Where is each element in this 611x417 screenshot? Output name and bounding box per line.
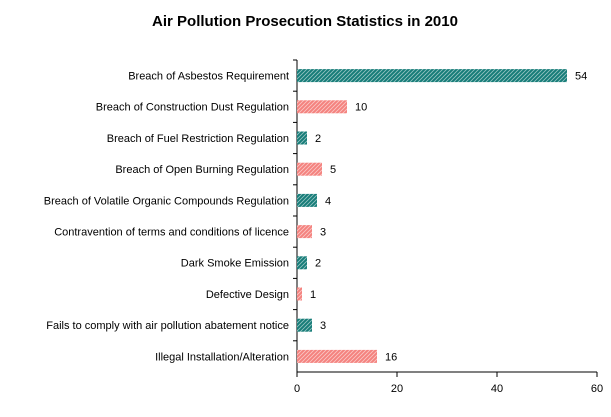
value-label: 4 — [325, 195, 331, 207]
value-label: 54 — [575, 71, 587, 83]
y-tick-label: Breach of Fuel Restriction Regulation — [107, 133, 289, 145]
value-label: 1 — [310, 289, 316, 301]
value-label: 5 — [330, 164, 336, 176]
x-tick-label: 40 — [491, 383, 503, 395]
value-label: 10 — [355, 102, 367, 114]
bar — [297, 349, 377, 363]
y-tick-label: Illegal Installation/Alteration — [155, 351, 289, 363]
value-label: 2 — [315, 133, 321, 145]
x-tick-label: 0 — [294, 383, 300, 395]
y-tick-label: Breach of Open Burning Regulation — [115, 164, 289, 176]
y-tick-label: Defective Design — [206, 289, 289, 301]
y-tick-label: Breach of Volatile Organic Compounds Reg… — [44, 195, 289, 207]
value-label: 16 — [385, 351, 397, 363]
x-tick-label: 60 — [591, 383, 603, 395]
y-tick-label: Dark Smoke Emission — [181, 258, 289, 270]
y-tick-label: Contravention of terms and conditions of… — [54, 227, 289, 239]
bar — [297, 100, 347, 114]
value-label: 3 — [320, 227, 326, 239]
bar — [297, 287, 302, 301]
y-tick-label: Fails to comply with air pollution abate… — [46, 320, 289, 332]
bar — [297, 69, 567, 83]
bar — [297, 318, 312, 332]
value-label: 2 — [315, 258, 321, 270]
chart-title: Air Pollution Prosecution Statistics in … — [152, 13, 458, 30]
y-tick-label: Breach of Asbestos Requirement — [128, 71, 289, 83]
value-label: 3 — [320, 320, 326, 332]
bar — [297, 131, 307, 145]
x-tick-label: 20 — [391, 383, 403, 395]
bar — [297, 162, 322, 176]
y-tick-label: Breach of Construction Dust Regulation — [96, 102, 289, 114]
bar — [297, 225, 312, 239]
bar — [297, 193, 317, 207]
bar — [297, 256, 307, 270]
